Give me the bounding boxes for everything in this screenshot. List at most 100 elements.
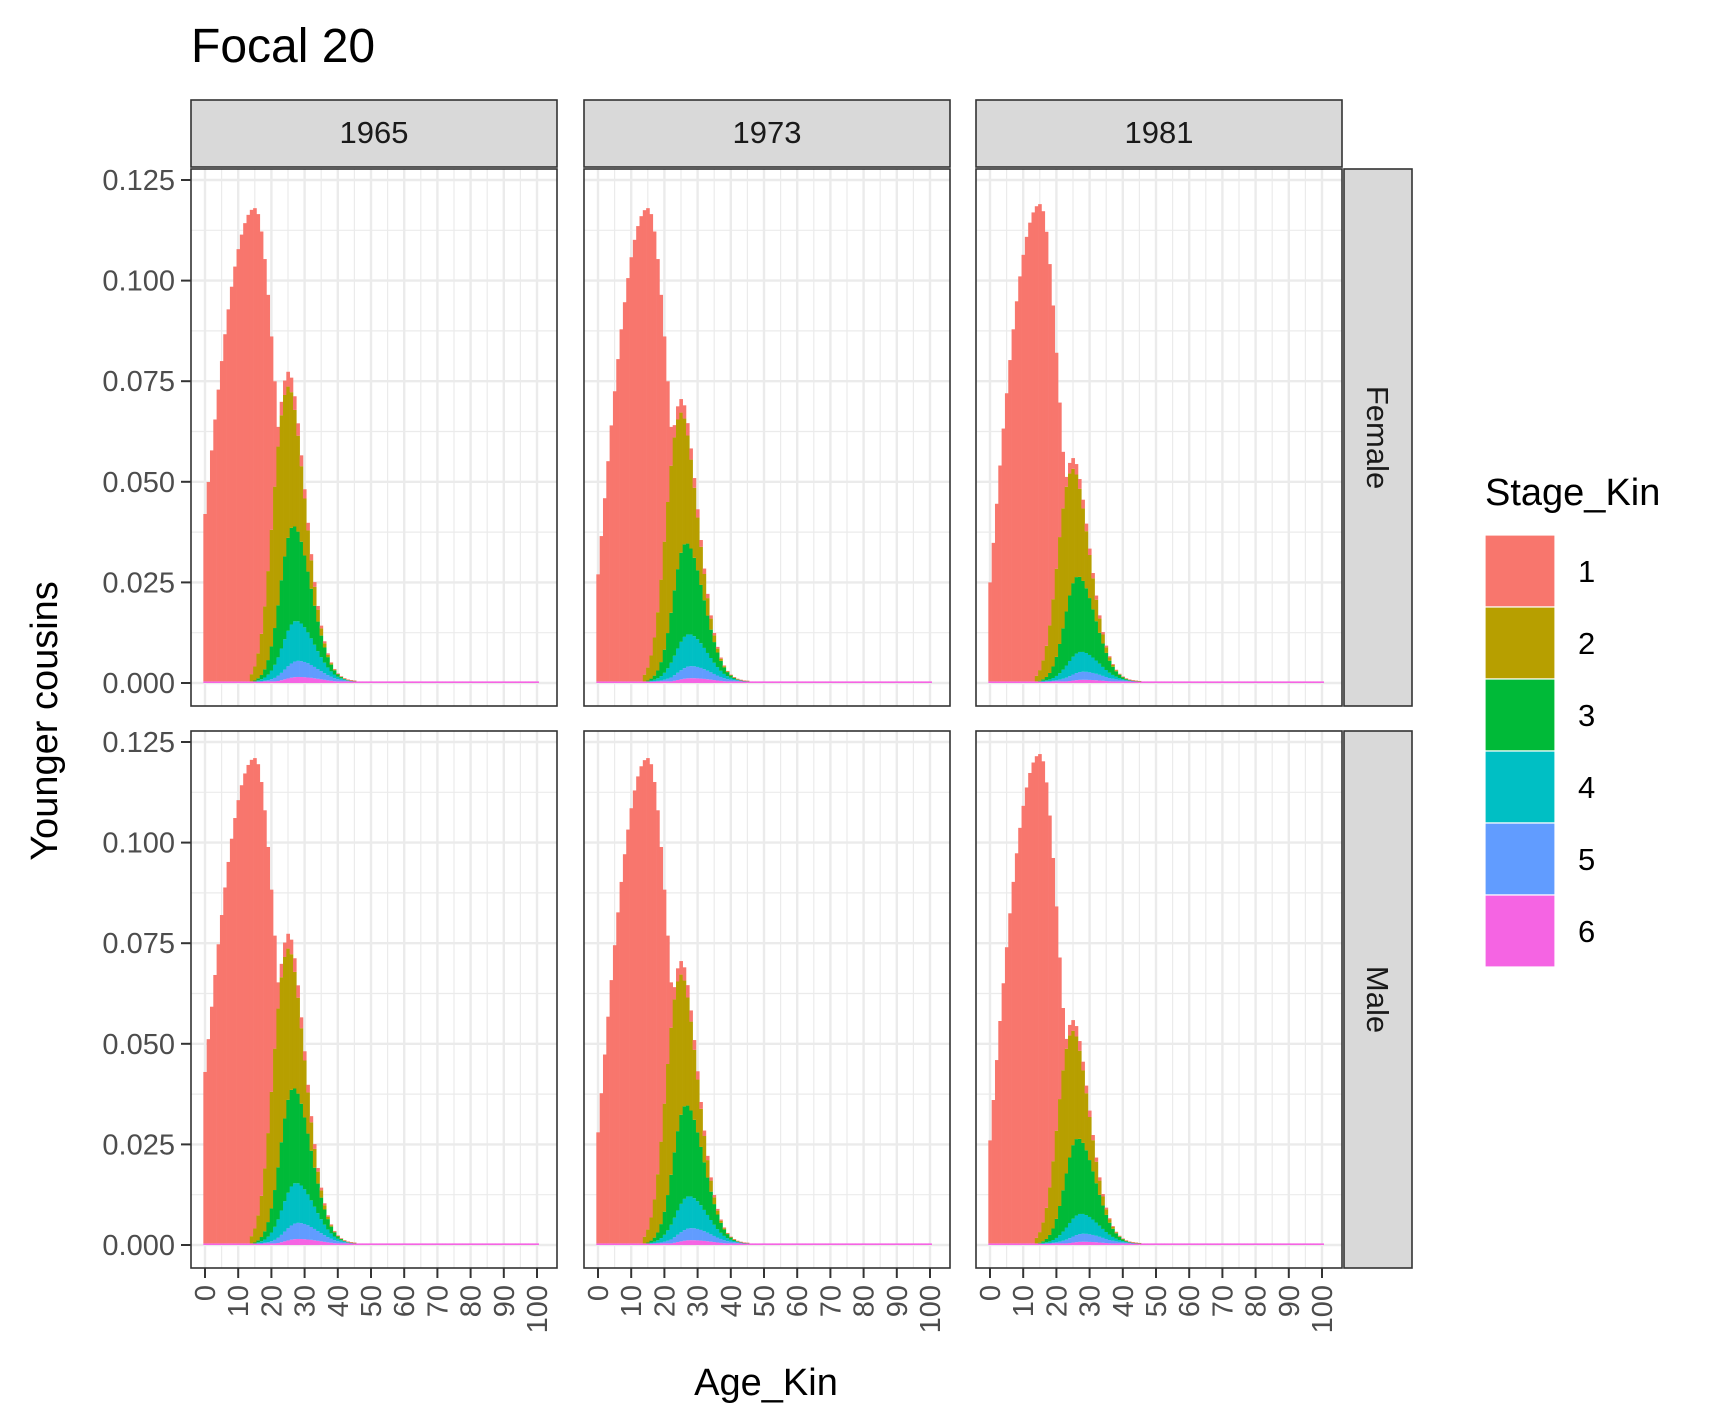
facet-strip-label: 1981 (1125, 115, 1194, 150)
bar-age-62-stage-6 (802, 1243, 806, 1245)
bar-age-59-stage-6 (1184, 681, 1188, 683)
bar-age-77-stage-6 (458, 681, 463, 683)
bar-age-39-stage-4 (332, 674, 337, 679)
bar-age-28-stage-2 (1081, 508, 1085, 581)
bar-age-54-stage-6 (775, 1243, 780, 1245)
bar-age-34-stage-4 (709, 658, 713, 673)
bar-age-18-stage-1 (1048, 264, 1052, 626)
bar-age-44-stage-1 (742, 680, 747, 682)
bar-age-20-stage-1 (1054, 352, 1059, 569)
bar-age-34-stage-2 (316, 1171, 320, 1184)
bar-age-33-stage-3 (312, 1167, 317, 1207)
bar-age-42-stage-1 (1127, 679, 1132, 681)
bar-age-75-stage-6 (1237, 1243, 1241, 1245)
bar-age-41-stage-1 (1124, 678, 1129, 679)
bar-age-29-stage-6 (299, 677, 304, 683)
bar-age-40-stage-3 (1121, 1239, 1125, 1242)
bar-age-92-stage-6 (901, 1243, 906, 1245)
bar-age-32-stage-4 (1094, 1222, 1099, 1236)
bar-age-19-stage-3 (266, 1222, 271, 1237)
bar-age-41-stage-3 (732, 1239, 737, 1241)
bar-age-63-stage-6 (805, 1243, 810, 1245)
bar-age-98-stage-6 (921, 681, 926, 683)
bar-age-17-stage-6 (652, 1243, 657, 1245)
bar-age-54-stage-6 (775, 681, 780, 683)
bar-age-42-stage-6 (735, 681, 740, 683)
bar-age-33-stage-6 (312, 1240, 317, 1245)
bar-age-37-stage-5 (719, 676, 723, 681)
bar-age-28-stage-3 (1081, 1142, 1085, 1214)
bar-age-59-stage-6 (792, 1243, 796, 1245)
bar-age-3-stage-6 (606, 1243, 610, 1245)
bar-age-33-stage-5 (1097, 1236, 1102, 1243)
bar-age-20-stage-2 (269, 529, 274, 647)
bar-age-78-stage-6 (462, 681, 466, 683)
bar-age-33-stage-3 (1097, 632, 1102, 664)
bar-age-38-stage-3 (722, 667, 727, 674)
bar-age-79-stage-6 (465, 681, 470, 683)
bar-age-31-stage-2 (1091, 578, 1095, 610)
bar-age-44-stage-6 (349, 1243, 354, 1245)
bar-age-91-stage-6 (898, 1243, 903, 1245)
bar-age-16-stage-6 (649, 1243, 654, 1245)
bar-age-1-stage-6 (599, 1243, 604, 1245)
bar-age-19-stage-1 (266, 294, 271, 572)
bar-age-30-stage-3 (695, 1132, 700, 1202)
bar-age-23-stage-4 (672, 655, 677, 676)
bar-age-74-stage-6 (842, 681, 846, 683)
bar-age-34-stage-1 (709, 1177, 713, 1181)
bar-age-55-stage-6 (1170, 1243, 1175, 1245)
bar-age-14-stage-2 (1034, 675, 1039, 682)
bar-age-43-stage-6 (739, 1243, 743, 1245)
bar-age-28-stage-5 (296, 660, 300, 677)
bar-age-35-stage-5 (712, 1235, 717, 1243)
bar-age-28-stage-1 (1081, 499, 1085, 509)
bar-age-19-stage-2 (659, 1141, 664, 1225)
bar-age-38-stage-3 (329, 1226, 334, 1234)
bar-age-36-stage-6 (1107, 1243, 1112, 1245)
bar-age-23-stage-2 (1064, 486, 1069, 612)
bar-age-49-stage-6 (366, 681, 370, 683)
legend-label-1: 1 (1578, 554, 1595, 589)
bar-age-15-stage-1 (1038, 754, 1042, 1233)
bar-age-12-stage-6 (1028, 1243, 1032, 1245)
bar-age-0-stage-6 (203, 681, 207, 683)
bar-age-20-stage-1 (662, 889, 667, 1104)
bar-age-36-stage-1 (1107, 656, 1112, 658)
bar-age-39-stage-5 (1117, 679, 1122, 682)
bar-age-94-stage-6 (515, 681, 520, 683)
bar-age-19-stage-6 (1051, 681, 1056, 683)
bar-age-30-stage-2 (695, 517, 700, 571)
bar-age-33-stage-6 (1097, 1242, 1102, 1245)
bar-age-27-stage-6 (1077, 679, 1082, 683)
bar-age-4-stage-6 (1001, 681, 1006, 683)
bar-age-26-stage-1 (289, 377, 294, 393)
bar-age-35-stage-6 (1104, 681, 1109, 683)
bar-age-46-stage-6 (749, 681, 753, 683)
bar-age-55-stage-6 (778, 681, 783, 683)
bar-age-16-stage-4 (256, 680, 261, 682)
bar-age-70-stage-6 (435, 1243, 440, 1245)
bar-age-24-stage-4 (1068, 660, 1072, 677)
bar-age-22-stage-4 (1061, 669, 1065, 679)
bar-age-30-stage-6 (695, 1240, 700, 1245)
bar-age-63-stage-6 (412, 681, 417, 683)
bar-age-36-stage-6 (322, 1241, 327, 1245)
bar-age-15-stage-1 (646, 208, 650, 668)
bar-age-19-stage-4 (266, 1236, 271, 1243)
legend-label-4: 4 (1578, 770, 1595, 805)
bar-age-27-stage-3 (1077, 576, 1082, 652)
bar-age-41-stage-3 (339, 1238, 344, 1241)
bar-age-86-stage-6 (881, 1243, 886, 1245)
bar-age-39-stage-5 (725, 1241, 730, 1244)
legend-key-1 (1484, 534, 1556, 608)
bar-age-92-stage-6 (508, 681, 513, 683)
bar-age-36-stage-2 (715, 1210, 720, 1215)
bar-age-79-stage-6 (1250, 681, 1255, 683)
bar-age-61-stage-6 (405, 1243, 410, 1245)
bar-age-25-stage-6 (1071, 1242, 1075, 1245)
bar-age-42-stage-6 (1127, 1243, 1132, 1245)
bar-age-81-stage-6 (1257, 681, 1261, 683)
bar-age-1-stage-1 (991, 1100, 996, 1244)
bar-age-98-stage-6 (1313, 1243, 1318, 1245)
